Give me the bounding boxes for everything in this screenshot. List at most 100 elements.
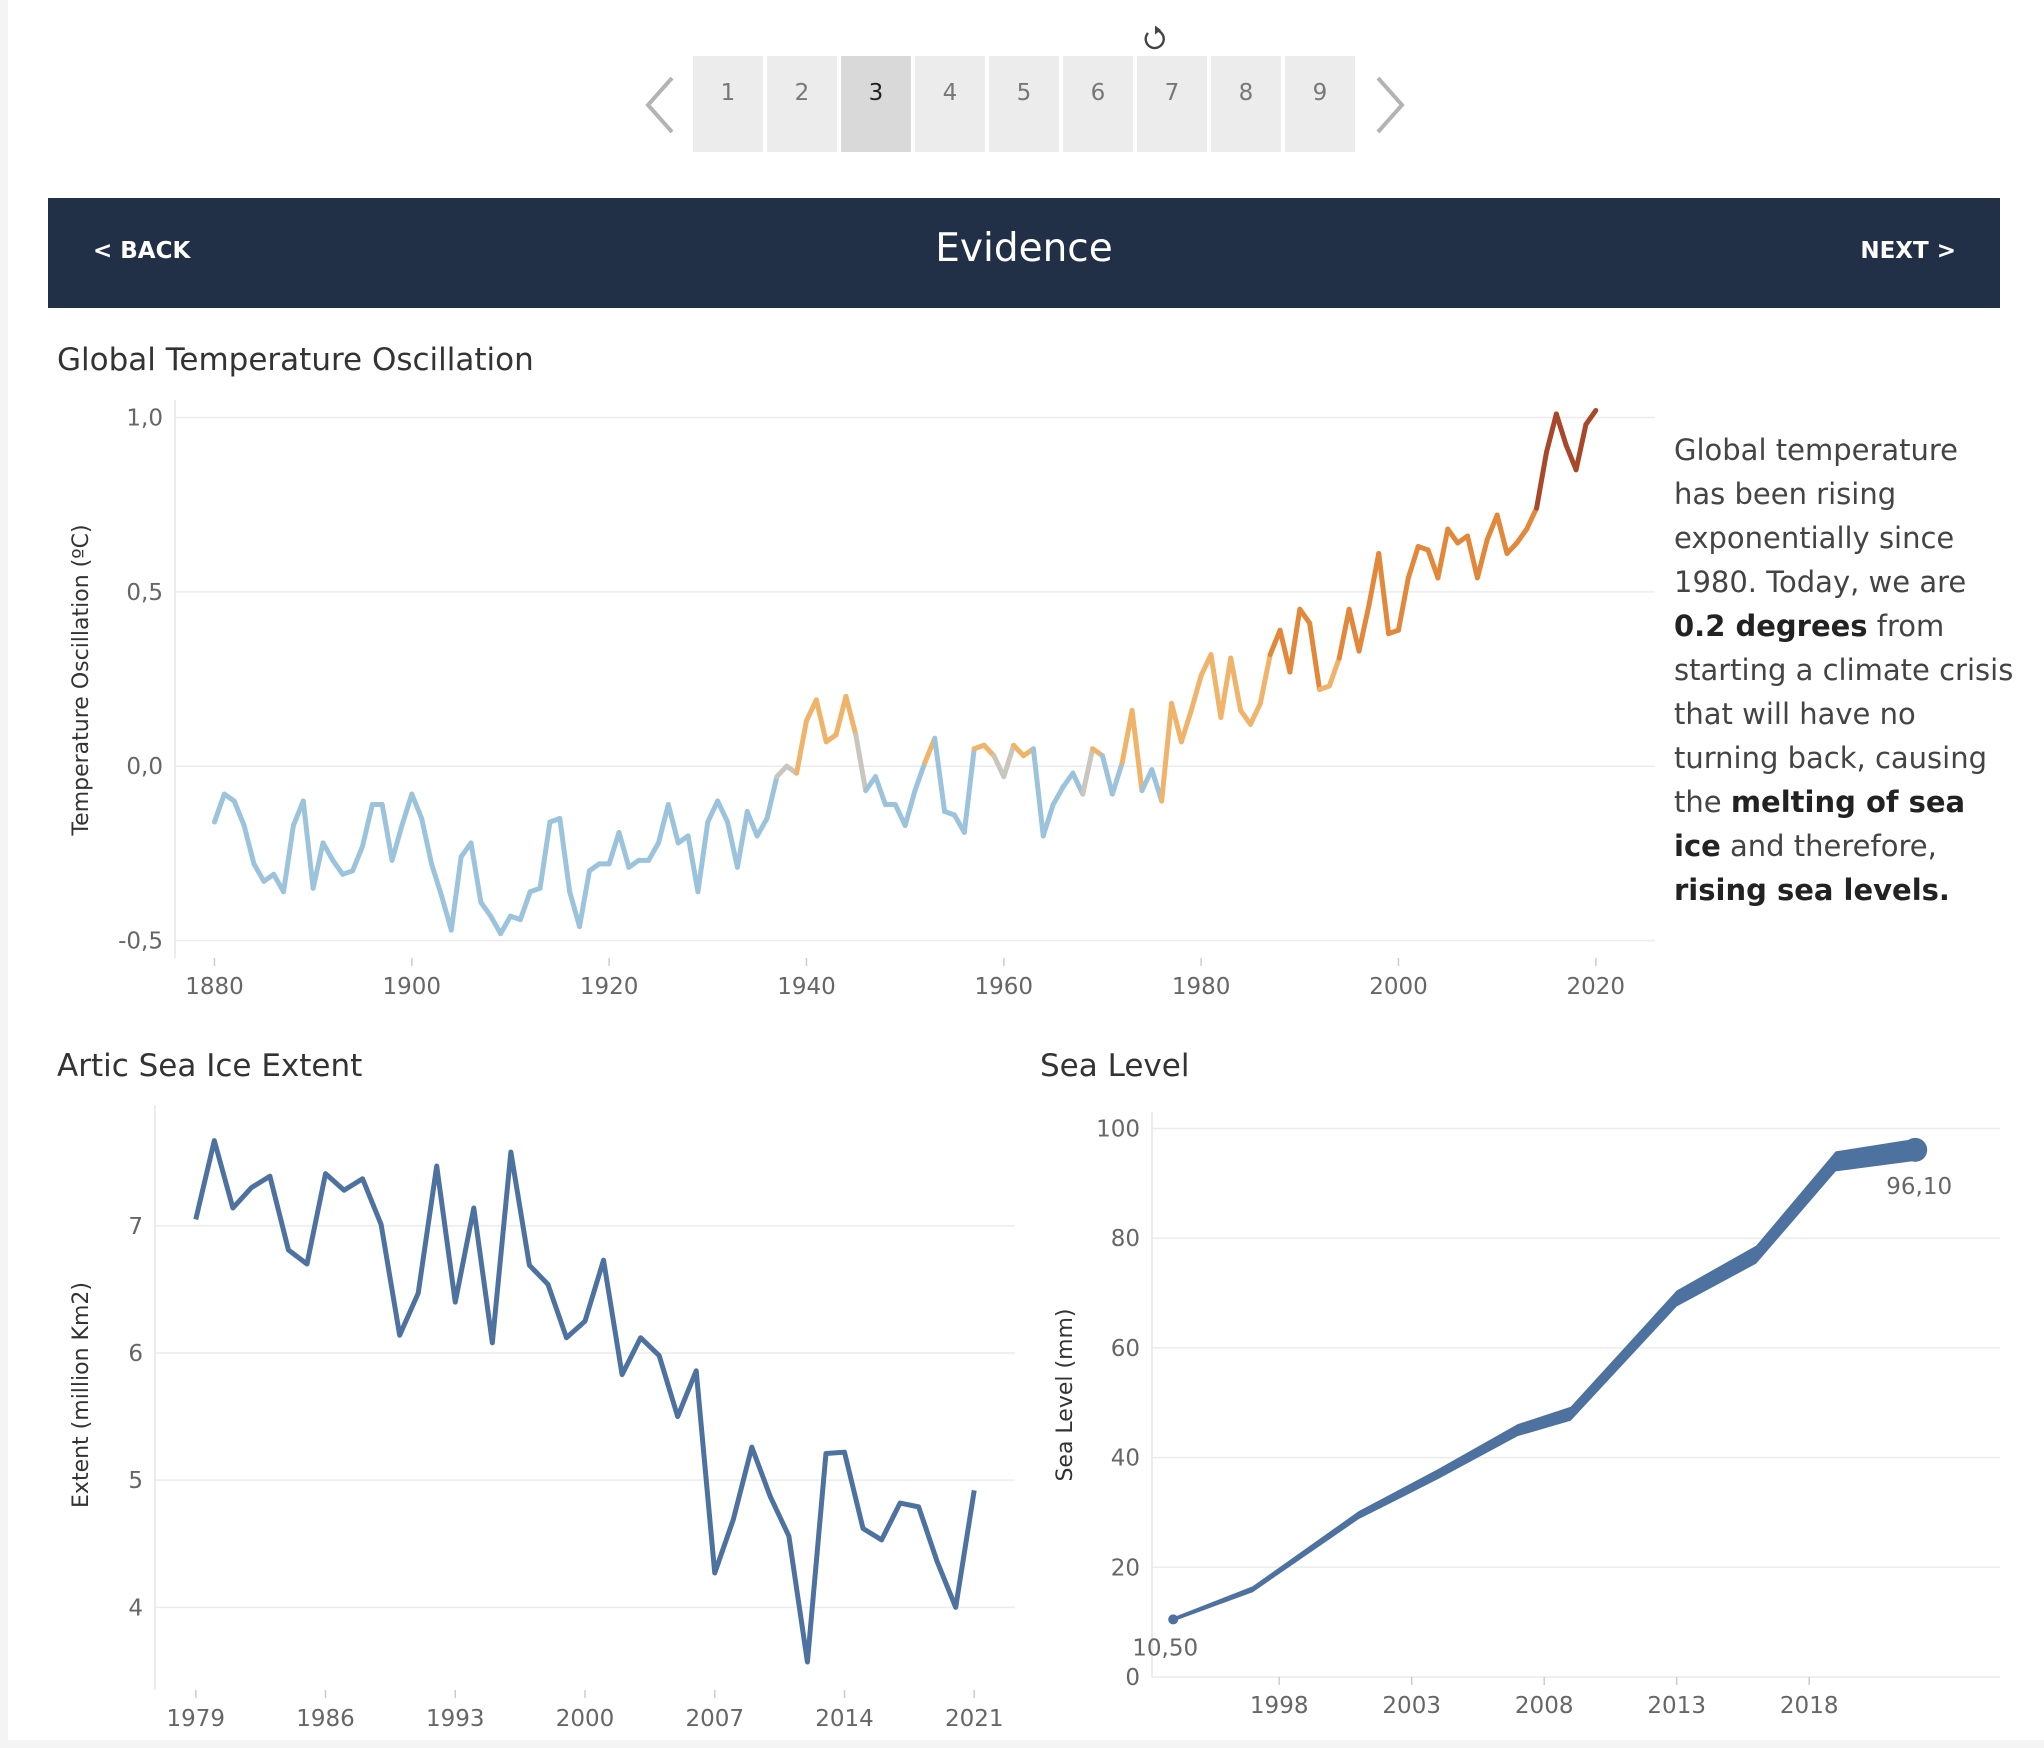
temp-series-segment (399, 791, 415, 828)
temp-series-segment (1366, 550, 1382, 609)
temp-series-segment (1030, 746, 1046, 839)
temp-series-segment (1218, 655, 1234, 720)
story-tab-2[interactable]: 2 (767, 56, 837, 152)
temp-series-segment (705, 798, 721, 825)
temp-x-tick: 1920 (580, 974, 639, 1000)
temp-series-segment (350, 843, 365, 874)
temp-series-segment (488, 913, 504, 937)
ice-y-tick: 7 (128, 1214, 143, 1240)
temp-series-segment (725, 819, 740, 870)
ice-y-axis-label: Extent (million Km2) (69, 1282, 94, 1508)
temp-y-tick: 1,0 (126, 405, 163, 431)
temp-series-segment (665, 802, 681, 846)
temp-series-segment (1346, 606, 1362, 654)
temp-x-tick: 1900 (383, 974, 442, 1000)
story-tab-1[interactable]: 1 (693, 56, 763, 152)
chevron-left-icon[interactable] (640, 72, 680, 138)
temp-series-segment (892, 802, 908, 828)
temp-x-tick: 2000 (1369, 974, 1428, 1000)
sea-y-tick: 100 (1096, 1116, 1140, 1142)
temp-series-segment (754, 816, 770, 839)
temp-series-segment (1208, 652, 1224, 720)
temp-series-segment (1465, 533, 1480, 581)
temp-series-segment (251, 861, 267, 884)
temp-series-segment (281, 822, 296, 895)
back-button[interactable]: < BACK (93, 238, 191, 264)
temp-series-segment (715, 798, 731, 825)
temp-series-segment (1534, 449, 1549, 511)
description-text-2: from starting a climate crisis that will… (1674, 609, 2014, 819)
temp-series-segment (478, 899, 494, 919)
temp-series-segment (912, 760, 928, 794)
temp-series-segment (429, 861, 444, 898)
temp-series-segment (389, 822, 405, 863)
story-tab-4[interactable]: 4 (915, 56, 985, 152)
header-bar: < BACK Evidence NEXT > (48, 198, 2000, 308)
temp-series-segment (1119, 707, 1135, 766)
temp-y-tick: 0,0 (126, 754, 163, 780)
temp-series-segment (300, 798, 316, 891)
temp-series-segment (1188, 673, 1204, 713)
temp-series-segment (409, 791, 425, 821)
sea-x-tick: 2008 (1515, 1693, 1574, 1719)
sea-y-axis-label: Sea Level (mm) (1053, 1308, 1078, 1481)
page-edge-bottom (0, 1740, 2044, 1748)
story-tab-6[interactable]: 6 (1063, 56, 1133, 152)
description-text-3: and therefore, (1720, 829, 1937, 863)
story-tab-7[interactable]: 7 (1137, 56, 1207, 152)
sea-end-point (1903, 1137, 1928, 1162)
sea-start-point (1168, 1614, 1179, 1625)
sea-y-tick: 0 (1125, 1665, 1140, 1691)
temp-series-segment (1139, 767, 1155, 794)
temp-series-segment (448, 854, 464, 933)
temp-series-segment (853, 732, 869, 794)
story-tab-9[interactable]: 9 (1285, 56, 1355, 152)
temp-series-segment (498, 913, 513, 937)
ice-y-tick: 5 (128, 1468, 143, 1494)
temp-series-segment (1178, 707, 1194, 745)
description-text-1: Global temperature has been rising expon… (1674, 433, 1967, 599)
page-edge (0, 0, 8, 1748)
temperature-description: Global temperature has been rising expon… (1674, 428, 2014, 912)
temp-series-segment (1573, 421, 1589, 473)
story-tab-8[interactable]: 8 (1211, 56, 1281, 152)
temp-series-segment (1326, 655, 1342, 689)
temp-series-segment (813, 697, 829, 745)
temp-series-segment (320, 840, 336, 863)
story-tab-3[interactable]: 3 (841, 56, 911, 152)
temp-series-segment (1435, 526, 1451, 581)
page-title: Evidence (935, 226, 1113, 271)
temp-series-segment (1425, 547, 1441, 581)
story-tab-5[interactable]: 5 (989, 56, 1059, 152)
temp-series-segment (764, 774, 780, 821)
temp-series-segment (695, 819, 711, 895)
ice-x-tick: 2000 (556, 1706, 615, 1732)
temp-y-tick: -0,5 (118, 929, 163, 955)
chevron-right-icon[interactable] (1370, 72, 1410, 138)
temp-series-segment (1376, 550, 1392, 637)
temp-series-segment (1001, 742, 1017, 780)
temp-series-segment (211, 791, 227, 825)
temp-series-segment (1257, 652, 1273, 706)
temp-series-segment (744, 809, 760, 839)
temp-series-segment (1524, 505, 1540, 532)
temp-x-tick: 1980 (1172, 974, 1231, 1000)
sea-series-band (1173, 1138, 1916, 1622)
next-button[interactable]: NEXT > (1860, 238, 1956, 264)
temp-x-tick: 2020 (1567, 974, 1626, 1000)
temp-series-segment (734, 809, 750, 870)
temp-series-segment (1494, 512, 1510, 556)
temp-series-segment (577, 868, 592, 930)
reload-icon[interactable] (1140, 24, 1170, 54)
temp-series-segment (1247, 700, 1263, 727)
temp-series-segment (902, 788, 918, 828)
ice-series-line (193, 1138, 977, 1665)
temp-series-segment (1395, 575, 1411, 633)
temp-series-segment (1356, 603, 1372, 654)
temp-series-segment (567, 889, 583, 930)
temp-series-segment (1553, 411, 1569, 448)
ice-x-tick: 2014 (815, 1706, 874, 1732)
sea-y-tick: 60 (1111, 1336, 1140, 1362)
sea-chart-title: Sea Level (1040, 1048, 1190, 1084)
temp-series-segment (616, 829, 632, 870)
